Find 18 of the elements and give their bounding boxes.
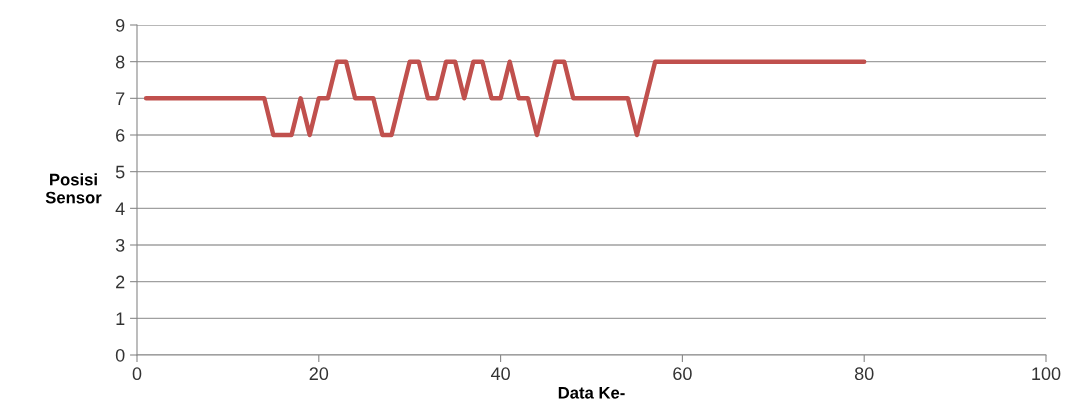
x-tick-label: 40 [490,367,510,381]
y-tick-label: 6 [116,128,125,142]
x-tick-label: 100 [1032,367,1061,381]
x-tick-label: 80 [854,367,874,381]
y-tick-label: 4 [115,202,125,215]
y-tick-label: 0 [115,348,125,362]
y-tick-label: 1 [116,312,125,325]
x-tick-label: 20 [309,367,329,381]
y-tick-label: 5 [115,165,125,179]
y-tick-label: 2 [116,275,125,289]
x-axis-title: Data Ke- [558,387,625,399]
x-tick-label: 60 [673,367,692,381]
y-tick-label: 9 [116,18,125,32]
y-tick-label: 8 [115,55,125,69]
y-tick-label: 7 [116,92,125,105]
x-tick-label: 0 [132,367,142,381]
y-axis-title: Posisi Sensor [45,173,102,204]
y-tick-label: 3 [115,238,125,252]
